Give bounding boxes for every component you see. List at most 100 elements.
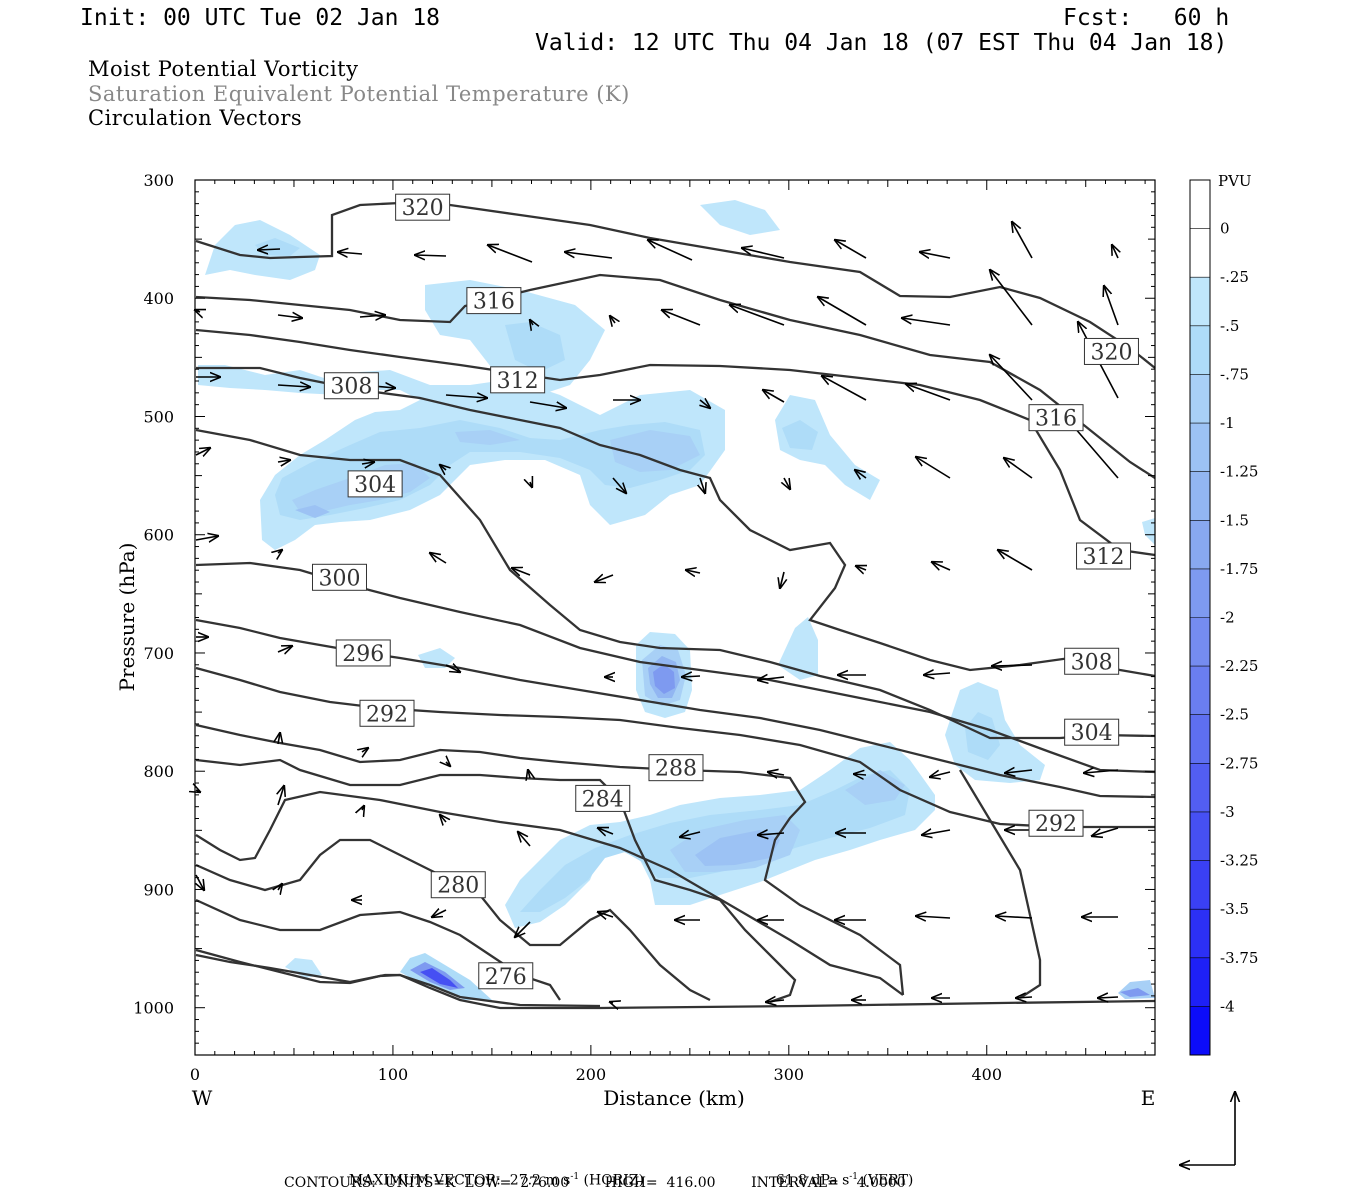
vector-arrow <box>612 477 626 493</box>
y-tick-label: 600 <box>143 526 174 545</box>
vector-arrow <box>440 815 446 822</box>
vector-arrow <box>445 665 460 672</box>
contour-label-text: 316 <box>473 290 515 315</box>
vector-arrow <box>686 570 701 573</box>
x-tick-label: 300 <box>774 1065 805 1084</box>
contour-label-text: 304 <box>354 473 396 498</box>
colorbar-label: -3.25 <box>1220 852 1258 870</box>
colorbar-swatch <box>1190 909 1210 958</box>
vector-arrow <box>610 316 615 323</box>
colorbar-swatch <box>1190 277 1210 326</box>
vector-arrow <box>662 310 701 326</box>
contour-label-text: 296 <box>342 642 384 667</box>
colorbar-label: -1 <box>1220 414 1235 432</box>
vector-arrow <box>932 562 951 570</box>
colorbar-label: -.5 <box>1220 317 1239 335</box>
contour-label: 312 <box>490 366 546 394</box>
title-moist-pv: Moist Potential Vorticity <box>88 57 359 81</box>
pv-region <box>778 617 818 680</box>
y-tick-label: 500 <box>143 407 174 426</box>
vector-arrow <box>996 916 1033 918</box>
vector-arrow <box>835 240 867 259</box>
y-tick-label: 1000 <box>133 999 174 1018</box>
vector-arrow <box>992 665 1033 666</box>
colorbar-label: -2.5 <box>1220 706 1249 724</box>
pv-colorbar: PVU 0 -.25 -.5 -.75 -1 -1.25 -1.5 -1.75 -2 -2.25 -2… <box>1189 172 1258 1056</box>
vector-arrow <box>196 790 200 792</box>
vector-arrow <box>856 566 866 570</box>
contour-line <box>195 618 1156 799</box>
contour-label: 276 <box>478 962 534 990</box>
vector-arrow <box>930 772 951 777</box>
vector-arrow <box>338 252 363 254</box>
y-tick-label: 900 <box>143 880 174 899</box>
colorbar-swatch <box>1190 763 1210 812</box>
x-tick-label: 400 <box>971 1065 1002 1084</box>
contour-label-text: 284 <box>582 787 624 812</box>
colorbar-swatch <box>1190 374 1210 424</box>
vector-arrow <box>598 828 614 834</box>
vector-arrow <box>758 833 785 835</box>
vector-arrow <box>278 733 280 745</box>
vector-arrow <box>488 245 533 263</box>
vector-arrow <box>195 536 218 540</box>
horiz-label: (HORIZ) <box>579 1172 644 1189</box>
contour-label-text: 288 <box>655 757 697 782</box>
vector-arrow <box>1005 770 1033 773</box>
vector-arrow <box>432 910 447 917</box>
contour-label-text: 276 <box>485 965 527 990</box>
vector-arrow <box>916 457 951 479</box>
vector-arrow <box>855 470 867 478</box>
vector-arrow <box>258 249 281 250</box>
init-time: Init: 00 UTC Tue 02 Jan 18 <box>80 5 441 31</box>
contour-label: 316 <box>466 287 522 315</box>
vector-arrow <box>278 550 282 553</box>
colorbar-swatch <box>1190 1006 1210 1055</box>
y-tick-label: 300 <box>143 171 174 190</box>
vector-arrow <box>1104 286 1119 326</box>
vector-arrow <box>902 318 951 326</box>
vector-arrow <box>515 921 531 937</box>
vector-arrow <box>768 772 785 775</box>
contour-label: 296 <box>335 639 391 667</box>
contour-label-text: 320 <box>1090 340 1132 365</box>
vector-arrow <box>922 830 951 835</box>
colorbar-label: -3.5 <box>1220 900 1249 918</box>
colorbar-swatch <box>1190 860 1210 910</box>
contour-line <box>195 328 1156 557</box>
valid-time: Valid: 12 UTC Thu 04 Jan 18 (07 EST Thu … <box>535 30 1228 56</box>
vector-arrow <box>990 355 1033 401</box>
vector-arrow <box>512 568 531 575</box>
vector-arrow <box>680 832 701 837</box>
contour-line <box>195 948 601 1008</box>
colorbar-swatch <box>1190 568 1210 618</box>
unit-exponent: -1 <box>570 1172 580 1182</box>
west-label: W <box>192 1086 213 1110</box>
pv-region <box>1142 518 1155 545</box>
vector-arrow <box>700 400 710 408</box>
vert-vector-line: 61.8 dPa s-1 (VERT) <box>767 1156 913 1189</box>
contour-label-text: 300 <box>318 566 360 591</box>
x-axis-title: Distance (km) <box>603 1086 745 1110</box>
vector-arrow <box>446 762 450 766</box>
colorbar-swatch <box>1190 666 1210 715</box>
contour-label-text: 292 <box>1035 812 1077 837</box>
contour-line <box>195 953 1156 1010</box>
y-tick-label: 800 <box>143 762 174 781</box>
pv-region <box>420 968 458 988</box>
vector-arrow <box>518 832 531 847</box>
contour-label: 312 <box>1076 542 1132 570</box>
pv-region <box>845 770 905 805</box>
contours-info: CONTOURS: UNITS=K LOW= 276.00 HIGH= 416.… <box>284 1175 906 1191</box>
vector-arrow <box>277 460 290 462</box>
colorbar-label: -2.75 <box>1220 754 1258 772</box>
reference-vector-icon <box>1180 1092 1235 1165</box>
contour-line <box>959 769 1042 999</box>
vector-arrow <box>598 912 614 917</box>
vector-arrow <box>1092 827 1119 836</box>
contour-label: 292 <box>359 699 415 727</box>
axis-tick-labels: 0 100 200 300 400 300 400 500 600 700 800 900 1000 <box>133 171 1002 1084</box>
contour-line <box>195 790 904 996</box>
pv-region <box>700 200 780 235</box>
contour-label: 284 <box>575 784 631 812</box>
